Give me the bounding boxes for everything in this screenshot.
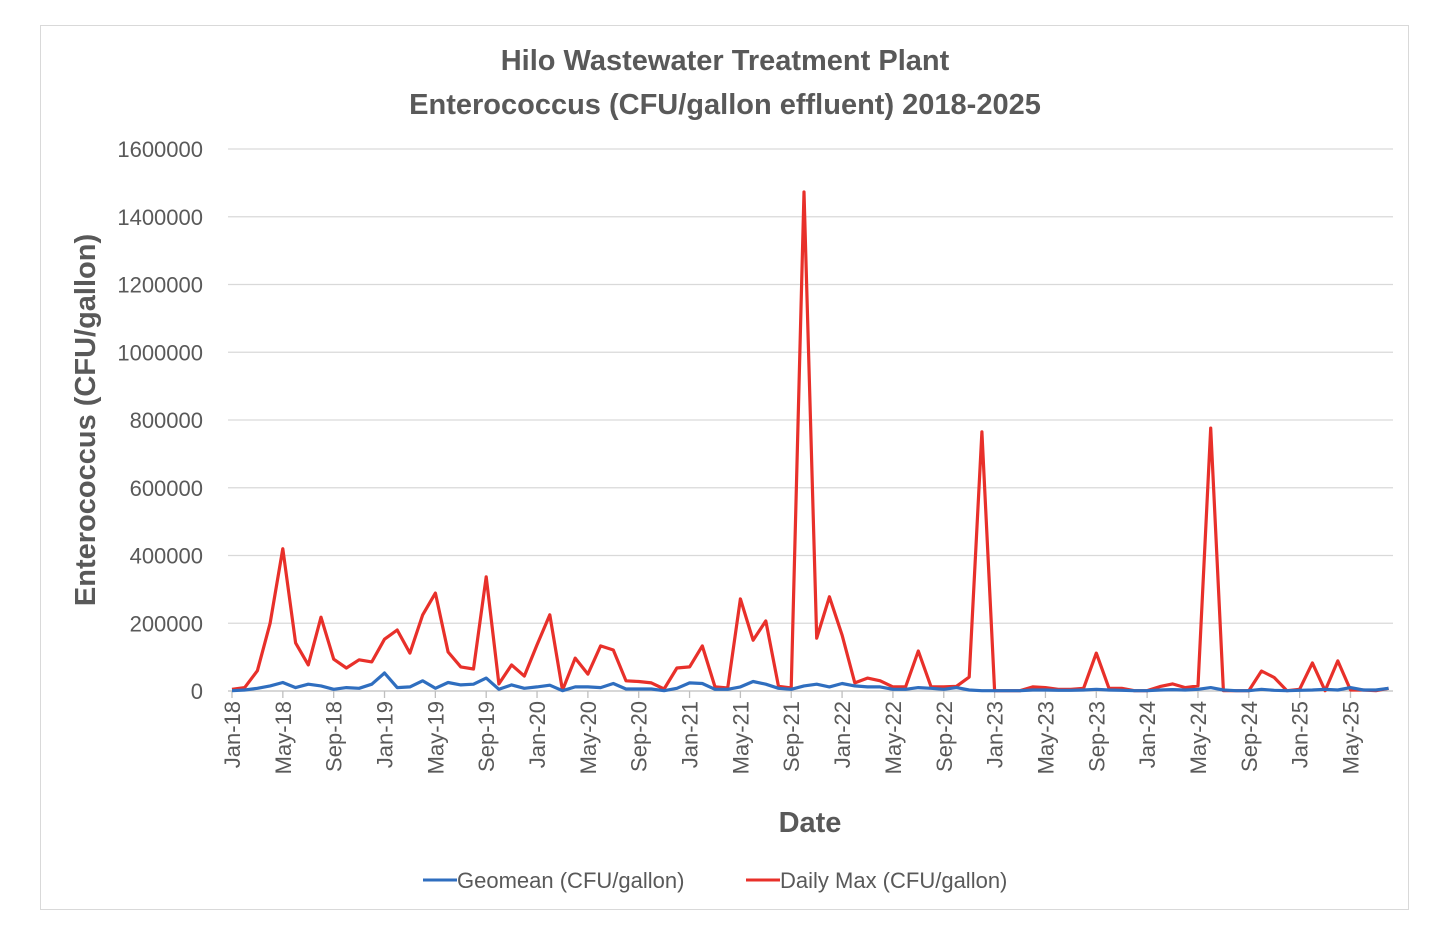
y-axis-label: Enterococcus (CFU/gallon) [70,234,102,606]
x-tick-label: Jan-20 [525,701,550,768]
y-tick-label: 1600000 [117,137,203,162]
x-tick-label: Jan-24 [1135,701,1160,768]
chart-frame [40,25,1409,910]
legend-label-geomean: Geomean (CFU/gallon) [457,868,684,893]
x-tick-label: May-24 [1186,701,1211,774]
legend-label-daily-max: Daily Max (CFU/gallon) [780,868,1007,893]
x-tick-label: Sep-19 [474,701,499,772]
x-tick-label: May-18 [271,701,296,774]
x-tick-label: Jan-25 [1288,701,1313,768]
x-tick-label: May-25 [1338,701,1363,774]
x-tick-label: Sep-21 [779,701,804,772]
y-tick-label: 800000 [130,408,203,433]
x-tick-label: May-22 [881,701,906,774]
x-tick-label: Sep-24 [1237,701,1262,772]
y-tick-label: 0 [191,679,203,704]
y-tick-label: 1200000 [117,273,203,298]
x-tick-label: May-21 [728,701,753,774]
chart-title-line-1: Hilo Wastewater Treatment Plant [501,45,950,77]
x-tick-label: Jan-23 [983,701,1008,768]
x-tick-label: Jan-22 [830,701,855,768]
x-tick-label: Jan-18 [220,701,245,768]
x-tick-label: Sep-18 [322,701,347,772]
legend: Geomean (CFU/gallon) Daily Max (CFU/gall… [423,868,1007,893]
x-tick-label: May-19 [423,701,448,774]
y-tick-label: 600000 [130,476,203,501]
y-tick-label: 200000 [130,611,203,636]
y-tick-label: 400000 [130,544,203,569]
y-tick-label: 1400000 [117,205,203,230]
x-tick-label: Jan-19 [373,701,398,768]
chart-title-line-2: Enterococcus (CFU/gallon effluent) 2018-… [409,89,1041,121]
series-line-geomean [231,671,1389,693]
x-tick-label: Sep-23 [1084,701,1109,772]
series-line-daily-max [231,190,1389,693]
x-tick-label: Sep-20 [627,701,652,772]
x-tick-label: Sep-22 [932,701,957,772]
y-tick-label: 1000000 [117,340,203,365]
x-tick-label: May-20 [576,701,601,774]
x-tick-label: Jan-21 [678,701,703,768]
x-tick-label: May-23 [1033,701,1058,774]
x-axis-label: Date [779,807,842,839]
